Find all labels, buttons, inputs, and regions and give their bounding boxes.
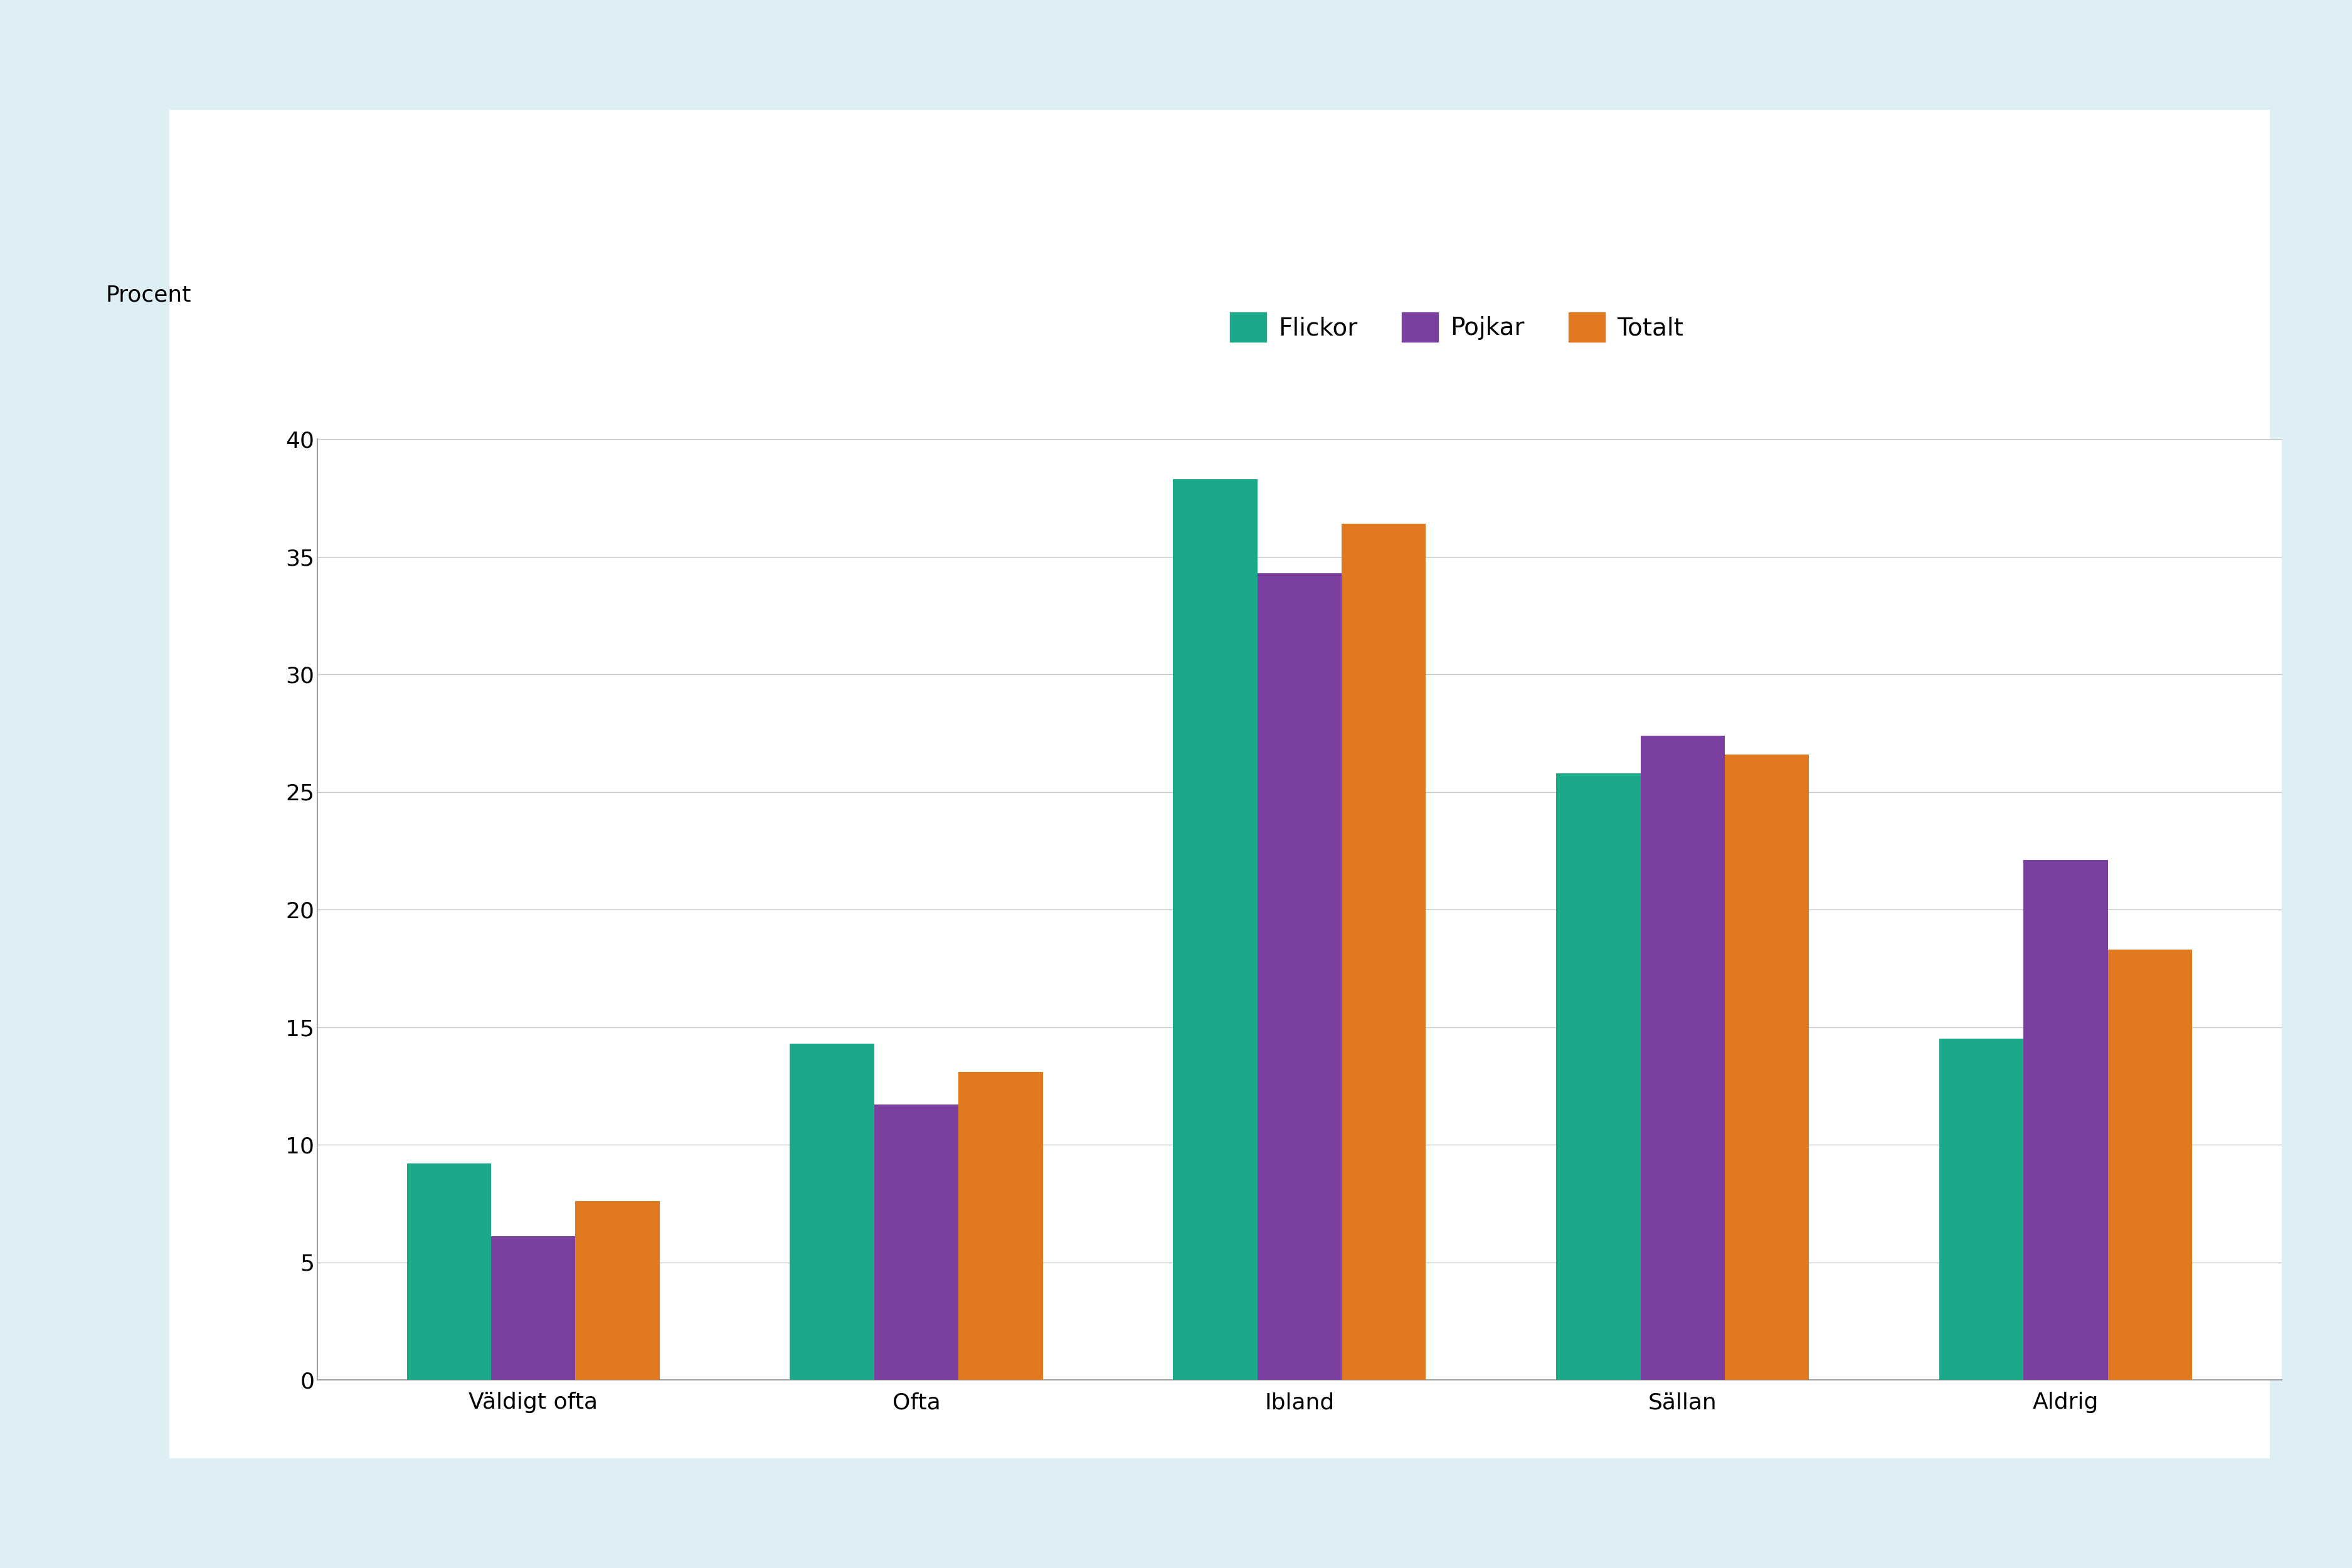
Bar [1724, 754, 1809, 1380]
Bar [2023, 859, 2107, 1380]
Legend: Flickor, Pojkar, Totalt: Flickor, Pojkar, Totalt [1221, 303, 1693, 351]
Bar [875, 1104, 960, 1380]
Text: Procent: Procent [106, 284, 191, 306]
Bar [1940, 1038, 2023, 1380]
Bar [1557, 773, 1639, 1380]
Bar [2107, 949, 2192, 1380]
Bar [1258, 572, 1341, 1380]
Bar [1341, 524, 1425, 1380]
Bar [576, 1201, 659, 1380]
Bar [960, 1073, 1042, 1380]
Bar [1639, 735, 1724, 1380]
Bar [790, 1044, 875, 1380]
Bar [492, 1236, 576, 1380]
Bar [1174, 480, 1258, 1380]
Bar [407, 1163, 492, 1380]
